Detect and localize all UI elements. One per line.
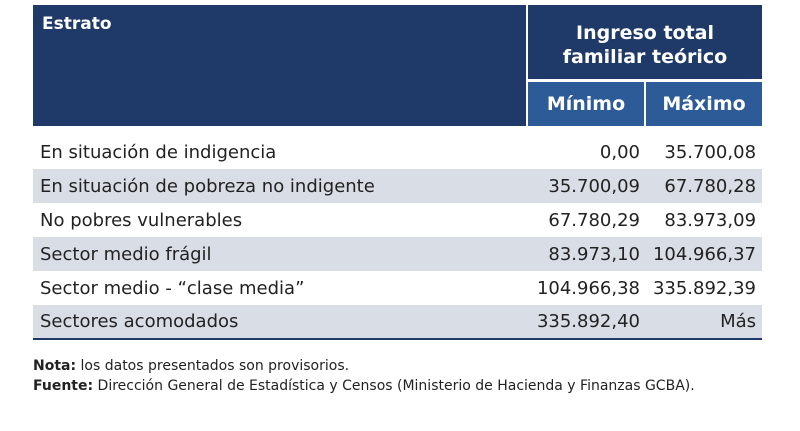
row-minimo: 335.892,40: [527, 305, 645, 340]
header-maximo: Máximo: [645, 78, 763, 129]
header-ingreso-total: Ingreso total familiar teórico: [527, 5, 763, 80]
row-maximo: 35.700,08: [645, 126, 763, 169]
row-maximo: 67.780,28: [645, 169, 763, 203]
header-ingreso-line1: Ingreso total: [576, 21, 714, 44]
row-maximo: 104.966,37: [645, 237, 763, 271]
note-label: Nota:: [33, 358, 77, 374]
row-estrato: Sector medio - “clase media”: [40, 277, 305, 299]
row-minimo: 0,00: [527, 126, 645, 169]
source-line: Fuente: Dirección General de Estadística…: [33, 376, 695, 396]
table-row: En situación de indigencia 0,00 35.700,0…: [33, 126, 763, 169]
row-minimo: 83.973,10: [527, 237, 645, 271]
row-minimo: 67.780,29: [548, 209, 640, 231]
row-estrato: Sectores acomodados: [33, 305, 527, 340]
row-estrato: En situación de pobreza no indigente: [33, 169, 527, 203]
row-estrato: No pobres vulnerables: [40, 209, 243, 231]
income-strata-table-container: Estrato Ingreso total familiar teórico M…: [33, 5, 763, 340]
source-text: Dirección General de Estadística y Censo…: [93, 378, 695, 394]
row-estrato: Sector medio frágil: [33, 237, 527, 271]
row-minimo: 104.966,38: [536, 277, 640, 299]
row-estrato: En situación de indigencia: [33, 126, 527, 169]
table-row: Sector medio - “clase media” 104.966,38 …: [33, 271, 762, 305]
header-ingreso-line2: familiar teórico: [562, 45, 728, 68]
row-maximo: 335.892,39: [652, 277, 757, 299]
header-estrato: Estrato: [33, 5, 528, 129]
header-minimo: Mínimo: [527, 78, 646, 129]
table-row: Sectores acomodados 335.892,40 Más: [33, 305, 763, 340]
note-text: los datos presentados son provisorios.: [76, 358, 350, 374]
table-row: En situación de pobreza no indigente 35.…: [33, 169, 763, 203]
note-line: Nota: los datos presentados son provisor…: [33, 356, 695, 376]
table-row: No pobres vulnerables 67.780,29 83.973,0…: [33, 203, 762, 237]
table-notes: Nota: los datos presentados son provisor…: [33, 356, 695, 396]
table-row: Sector medio frágil 83.973,10 104.966,37: [33, 237, 763, 271]
row-maximo: 83.973,09: [664, 209, 757, 231]
row-minimo: 35.700,09: [527, 169, 645, 203]
income-strata-table: Estrato Ingreso total familiar teórico M…: [33, 5, 763, 340]
row-maximo: Más: [645, 305, 763, 340]
source-label: Fuente:: [33, 378, 94, 394]
